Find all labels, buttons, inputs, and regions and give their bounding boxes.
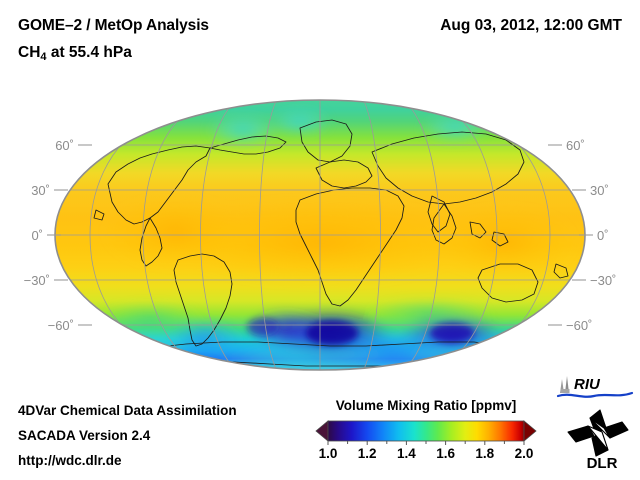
colorbar-tick-label-0: 1.0 (318, 446, 338, 461)
lat-labels-right: 60˚ 30˚ 0˚ −30˚ −60˚ (566, 138, 616, 333)
dlr-wordmark: DLR (587, 455, 618, 472)
colorbar-tick-labels: 1.0 1.2 1.4 1.6 1.8 2.0 (312, 446, 540, 466)
lat-labels-left: 60˚ 30˚ 0˚ −30˚ −60˚ (24, 138, 74, 333)
riu-logo: RIU (556, 376, 634, 398)
colorbar-svg (315, 420, 537, 445)
colorbar: Volume Mixing Ratio [ppmv] (312, 398, 540, 476)
lat-label-left-0: 0˚ (31, 228, 43, 243)
timestamp-label: Aug 03, 2012, 12:00 GMT (440, 17, 622, 34)
lat-label-right-m30: −30˚ (590, 273, 616, 288)
dlr-logo: DLR (567, 409, 629, 472)
riu-wordmark: RIU (574, 376, 601, 393)
graticule (55, 100, 585, 370)
colorbar-tick-label-3: 1.6 (436, 446, 455, 461)
colorbar-tick-label-4: 1.8 (475, 446, 495, 461)
species-subscript: 4 (40, 51, 47, 63)
pressure-level-label: at 55.4 hPa (46, 44, 132, 61)
lat-ticks (47, 144, 593, 326)
lat-label-right-30: 30˚ (590, 183, 609, 198)
colorbar-gradient (327, 420, 525, 442)
lat-label-left-60: 60˚ (55, 138, 74, 153)
lat-label-left-30: 30˚ (31, 183, 50, 198)
product-description: 4DVar Chemical Data Assimilation (18, 403, 237, 418)
colorbar-title: Volume Mixing Ratio [ppmv] (335, 398, 517, 413)
colorbar-ticks (327, 441, 525, 445)
data-fine-structure (247, 318, 474, 345)
colorbar-extend-high (523, 420, 537, 442)
world-map: 60˚ 30˚ 0˚ −30˚ −60˚ 60˚ 30˚ 0˚ −30˚ −60… (0, 92, 640, 384)
map-svg: 60˚ 30˚ 0˚ −30˚ −60˚ 60˚ 30˚ 0˚ −30˚ −60… (24, 99, 616, 371)
page-title: GOME–2 / MetOp Analysis (18, 17, 209, 34)
lat-label-right-0: 0˚ (597, 228, 609, 243)
colorbar-tick-label-1: 1.2 (357, 446, 377, 461)
species-level-subtitle: CH4 at 55.4 hPa (18, 44, 132, 63)
lat-label-right-m60: −60˚ (566, 318, 592, 333)
riu-wave-icon (556, 391, 634, 398)
lat-label-left-m30: −30˚ (24, 273, 50, 288)
version-label: SACADA Version 2.4 (18, 428, 151, 443)
website-url[interactable]: http://wdc.dlr.de (18, 453, 122, 468)
riu-tower-icon (560, 376, 570, 393)
colorbar-tick-label-5: 2.0 (514, 446, 534, 461)
colorbar-tick-label-2: 1.4 (397, 446, 416, 461)
lat-label-right-60: 60˚ (566, 138, 585, 153)
lat-label-left-m60: −60˚ (48, 318, 74, 333)
dlr-pinwheel-icon (567, 409, 629, 457)
colorbar-extend-low (315, 420, 329, 442)
species-prefix: CH (18, 44, 41, 61)
